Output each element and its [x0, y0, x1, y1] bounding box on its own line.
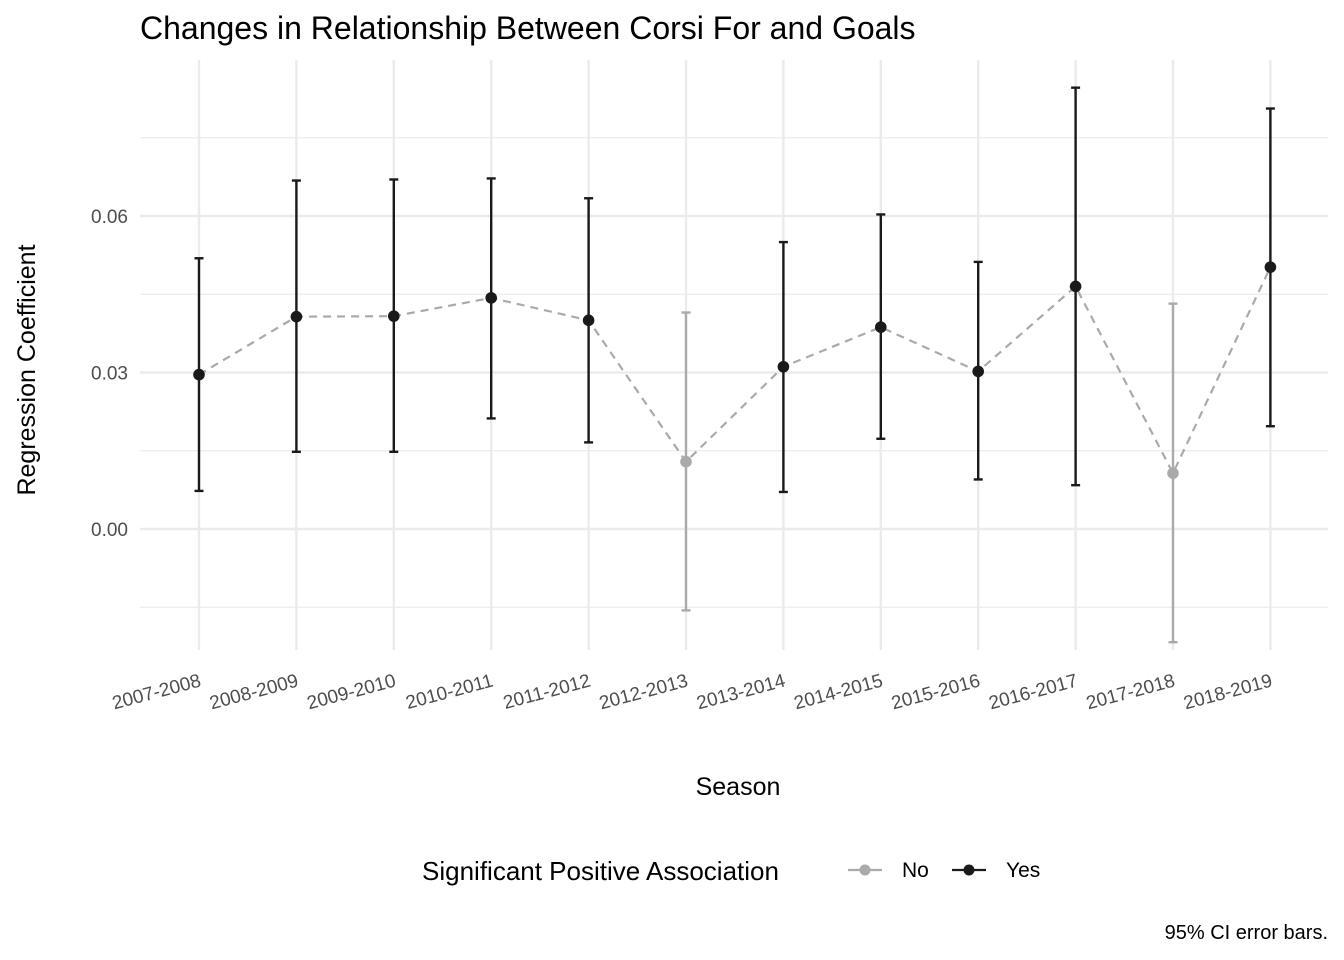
data-point: [680, 455, 692, 468]
data-point: [875, 321, 887, 333]
x-tick-label: 2011-2012: [501, 671, 593, 714]
connector-line: [198, 266, 1272, 476]
points: [193, 261, 1277, 479]
legend-label-yes: Yes: [1006, 859, 1040, 882]
data-point: [388, 310, 400, 322]
legend-key-no-point: [859, 864, 871, 876]
chart-title: Changes in Relationship Between Corsi Fo…: [140, 10, 916, 46]
x-tick-label: 2017-2018: [1084, 671, 1177, 715]
x-tick-label: 2009-2010: [305, 671, 398, 715]
x-tick-label: 2018-2019: [1181, 671, 1274, 715]
x-tick-label: 2010-2011: [404, 671, 496, 714]
x-tick-label: 2016-2017: [987, 671, 1080, 715]
legend-key-yes-point: [963, 864, 975, 876]
data-point: [972, 365, 984, 378]
caption: 95% CI error bars.: [1165, 922, 1328, 944]
data-point: [193, 368, 205, 381]
legend: Significant Positive Association No Yes: [422, 856, 1040, 886]
x-tick-label: 2008-2009: [207, 671, 300, 715]
data-point: [485, 292, 498, 304]
x-axis-ticks: 2007-2008 2008-2009 2009-2010 2010-2011 2011…: [110, 670, 1275, 714]
x-tick-label: 2015-2016: [889, 671, 982, 715]
grid-major: [140, 60, 1328, 650]
data-point: [1167, 467, 1179, 479]
x-axis-title: Season: [696, 773, 781, 801]
x-tick-label: 2013-2014: [694, 670, 788, 714]
y-axis-ticks: 0.00 0.03 0.06: [91, 207, 128, 541]
y-tick-label: 0.06: [91, 207, 128, 228]
data-point: [582, 314, 595, 327]
legend-title: Significant Positive Association: [422, 856, 779, 886]
grid-minor: [140, 137, 1328, 608]
data-point: [1264, 261, 1277, 273]
legend-label-no: No: [902, 859, 929, 882]
data-point: [777, 360, 790, 373]
data-point: [1069, 280, 1082, 293]
y-tick-label: 0.00: [91, 520, 128, 541]
error-bars: [194, 86, 1275, 644]
data-point: [290, 310, 303, 323]
x-tick-label: 2007-2008: [110, 671, 203, 715]
legend-key-no: [848, 864, 882, 876]
legend-key-yes: [952, 864, 986, 876]
x-tick-label: 2014-2015: [792, 671, 885, 715]
y-tick-label: 0.03: [91, 364, 128, 385]
y-axis-title: Regression Coefficient: [13, 244, 41, 495]
x-tick-label: 2012-2013: [597, 671, 690, 715]
